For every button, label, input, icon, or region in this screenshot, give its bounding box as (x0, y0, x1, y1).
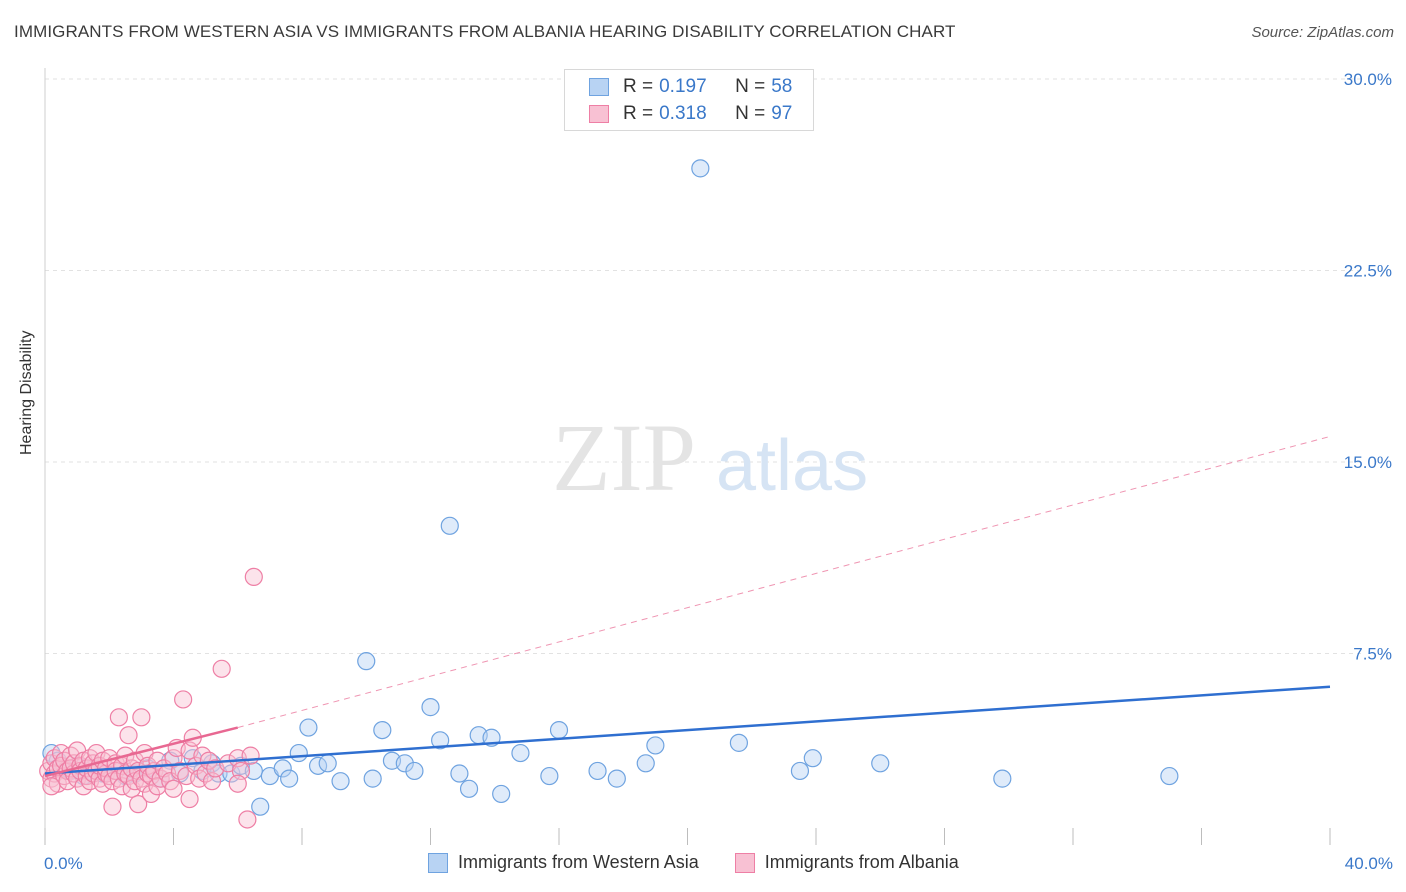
western-asia-point (421, 698, 440, 717)
albania-point (228, 774, 247, 793)
legend-swatch-blue (428, 852, 448, 873)
x-tick-label: 40.0% (1345, 854, 1393, 873)
watermark-zip: ZIP (552, 404, 696, 511)
legend-r-value: 0.318 (659, 103, 707, 124)
western-asia-point (993, 769, 1012, 788)
albania-point (241, 746, 260, 765)
western-asia-point (511, 743, 530, 763)
trend-layer (44, 435, 1331, 778)
albania-point (238, 810, 257, 829)
tick-label-layer: 7.5% 15.0% 22.5% 30.0% 0.0% 40.0% (44, 70, 1393, 873)
western-asia-point (492, 784, 511, 804)
western-asia-point (790, 761, 810, 781)
western-asia-point (691, 159, 710, 178)
albania-point (42, 777, 61, 796)
western-asia-point (331, 772, 350, 791)
western-asia-point (357, 652, 376, 671)
y-axis-label: Hearing Disability (18, 330, 35, 456)
western-asia-point (450, 764, 469, 783)
western-asia-point (729, 733, 749, 752)
correlation-legend: R = 0.197 N = 58 R = 0.318 N = 97 (564, 69, 814, 131)
western-asia-point (299, 718, 318, 737)
western-asia-point (636, 754, 655, 773)
western-asia-point (607, 769, 626, 788)
western-asia-point (871, 754, 890, 773)
albania-point (103, 797, 122, 816)
albania-point (212, 659, 231, 678)
y-tick-label: 30.0% (1344, 70, 1392, 89)
western-asia-point (395, 754, 414, 773)
chart-source: Source: ZipAtlas.com (1251, 24, 1394, 41)
albania-point (119, 726, 138, 745)
albania-trend-extension (237, 435, 1331, 729)
albania-point (132, 708, 151, 727)
legend-label: Immigrants from Albania (764, 852, 959, 872)
western-asia-trend-line (44, 685, 1331, 775)
legend-row-western-asia: R = 0.197 N = 58 (589, 75, 792, 99)
albania-point (174, 690, 193, 709)
watermark: ZIP atlas (552, 404, 868, 511)
legend-r-label: R = (623, 103, 654, 124)
western-asia-point (440, 516, 459, 535)
western-asia-point (540, 766, 559, 786)
legend-item-western-asia: Immigrants from Western Asia (428, 852, 699, 873)
western-asia-point (1160, 766, 1179, 786)
western-asia-point (803, 749, 822, 768)
western-asia-point (280, 769, 299, 788)
y-tick-label: 22.5% (1344, 262, 1392, 281)
albania-point (244, 567, 263, 587)
western-asia-point (549, 720, 569, 740)
western-asia-point (431, 731, 450, 750)
albania-point (164, 779, 183, 798)
albania-point (129, 795, 148, 814)
western-asia-point (646, 736, 665, 755)
legend-n-value: 97 (771, 103, 793, 124)
series-legend: Immigrants from Western Asia Immigrants … (428, 852, 995, 873)
western-asia-point (318, 754, 337, 773)
legend-item-albania: Immigrants from Albania (734, 852, 959, 873)
albania-point (180, 789, 199, 809)
legend-r-label: R = (623, 76, 654, 97)
points-layer (39, 159, 1179, 829)
western-asia-point (459, 779, 479, 798)
western-asia-point (251, 797, 270, 816)
grid-layer (45, 78, 1365, 654)
y-tick-label: 7.5% (1353, 645, 1392, 664)
legend-n-value: 58 (771, 76, 793, 97)
western-asia-point (373, 720, 392, 740)
legend-n-label: N = (735, 76, 766, 97)
legend-swatch-pink (734, 852, 755, 873)
legend-label: Immigrants from Western Asia (458, 852, 699, 872)
legend-swatch-blue (589, 78, 609, 96)
western-asia-point (273, 759, 292, 778)
albania-point (109, 708, 128, 727)
legend-swatch-pink (589, 105, 609, 123)
western-asia-point (289, 743, 308, 763)
legend-row-albania: R = 0.318 N = 97 (589, 102, 792, 126)
legend-n-label: N = (735, 103, 766, 124)
legend-r-value: 0.197 (659, 76, 707, 97)
western-asia-point (588, 761, 607, 781)
western-asia-point (405, 761, 424, 781)
watermark-atlas: atlas (716, 426, 868, 506)
albania-trend-line (44, 726, 239, 778)
western-asia-point (244, 761, 263, 781)
axes-layer (44, 68, 1331, 845)
western-asia-point (363, 769, 382, 788)
x-tick-label: 0.0% (44, 854, 83, 873)
chart-title: IMMIGRANTS FROM WESTERN ASIA VS IMMIGRAN… (14, 22, 956, 41)
y-tick-label: 15.0% (1344, 453, 1392, 472)
